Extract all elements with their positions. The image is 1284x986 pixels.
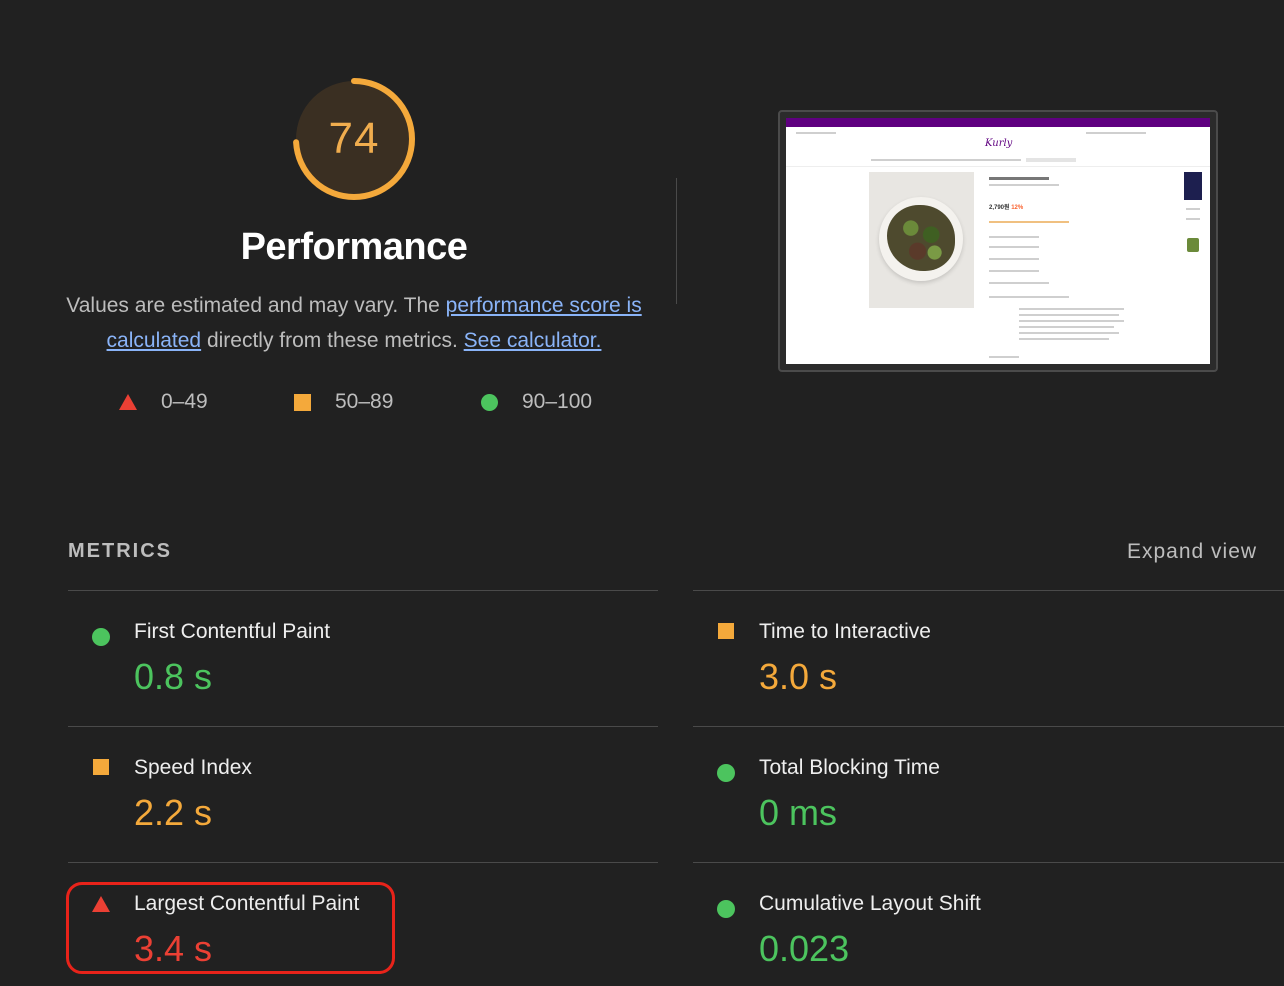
thumb-line xyxy=(989,270,1039,272)
square-icon xyxy=(718,623,734,639)
thumb-line xyxy=(989,221,1069,223)
thumb-line xyxy=(989,184,1059,186)
circle-icon xyxy=(481,393,498,411)
thumb-line xyxy=(1186,208,1200,210)
metric-total-blocking-time: Total Blocking Time 0 ms xyxy=(693,752,1253,862)
thumb-salad xyxy=(887,205,955,271)
triangle-icon xyxy=(92,896,110,912)
kurly-logo: Kurly xyxy=(985,138,1013,149)
metric-label: Largest Contentful Paint xyxy=(134,892,360,915)
vertical-divider xyxy=(676,178,677,304)
metric-value: 0.023 xyxy=(759,928,850,969)
thumb-line xyxy=(1019,326,1114,328)
metric-label: Cumulative Layout Shift xyxy=(759,892,981,915)
metrics-divider xyxy=(68,726,658,727)
metric-value: 3.4 s xyxy=(134,928,213,969)
performance-gauge[interactable]: 74 xyxy=(290,75,418,203)
legend-range: 50–89 xyxy=(335,390,394,413)
thumb-line xyxy=(1019,338,1109,340)
triangle-icon xyxy=(119,394,137,410)
metrics-divider xyxy=(68,862,658,863)
thumb-line xyxy=(989,296,1069,298)
thumb-line xyxy=(989,246,1039,248)
thumb-line xyxy=(989,236,1039,238)
thumb-line xyxy=(989,258,1039,260)
metric-time-to-interactive: Time to Interactive 3.0 s xyxy=(693,616,1253,726)
metric-first-contentful-paint: First Contentful Paint 0.8 s xyxy=(68,616,628,726)
legend-item-fail: 0–49 xyxy=(119,388,208,416)
thumb-product-name xyxy=(989,177,1049,180)
metric-value: 2.2 s xyxy=(134,792,213,833)
thumb-line xyxy=(989,356,1019,358)
thumb-top-banner xyxy=(786,118,1210,127)
metric-label: Speed Index xyxy=(134,756,252,779)
metrics-divider xyxy=(68,590,658,591)
thumb-line xyxy=(1019,332,1119,334)
legend-item-average: 50–89 xyxy=(294,388,393,416)
metric-speed-index: Speed Index 2.2 s xyxy=(68,752,628,862)
page-screenshot-thumbnail[interactable]: Kurly 2,790원 12% xyxy=(778,110,1218,372)
thumb-line xyxy=(1019,314,1119,316)
metric-value: 0 ms xyxy=(759,792,838,833)
see-calculator-link[interactable]: See calculator. xyxy=(463,329,602,352)
metrics-title: METRICS xyxy=(68,540,172,562)
legend-range: 90–100 xyxy=(522,390,593,413)
thumb-line xyxy=(1019,320,1124,322)
metric-largest-contentful-paint: Largest Contentful Paint 3.4 s xyxy=(68,888,628,986)
expand-view-toggle[interactable]: Expand view xyxy=(1127,540,1258,563)
thumb-price-value: 2,790원 xyxy=(989,205,1010,211)
thumb-line xyxy=(1186,218,1200,220)
metric-value: 3.0 s xyxy=(759,656,838,697)
circle-icon xyxy=(717,764,735,782)
thumb-side-banner xyxy=(1184,172,1202,200)
desc-text: Values are estimated and may vary. The xyxy=(66,294,446,317)
legend-item-pass: 90–100 xyxy=(481,388,592,416)
thumb-product-image xyxy=(869,172,974,308)
gauge-description: Values are estimated and may vary. The p… xyxy=(64,288,644,358)
metrics-divider xyxy=(693,590,1284,591)
metric-label: First Contentful Paint xyxy=(134,620,331,643)
legend-range: 0–49 xyxy=(161,390,208,413)
thumb-divider xyxy=(786,166,1210,167)
metric-label: Time to Interactive xyxy=(759,620,931,643)
metric-value: 0.8 s xyxy=(134,656,213,697)
square-icon xyxy=(294,393,311,411)
desc-text-middle: directly from these metrics. xyxy=(201,329,464,352)
performance-score-link[interactable]: performance score is calculated xyxy=(106,294,642,352)
gauge-ring xyxy=(293,78,415,200)
metrics-divider xyxy=(693,862,1284,863)
metrics-divider xyxy=(693,726,1284,727)
metric-cumulative-layout-shift: Cumulative Layout Shift 0.023 xyxy=(693,888,1253,986)
thumb-line xyxy=(1019,308,1124,310)
thumb-price: 2,790원 12% xyxy=(989,202,1023,211)
gauge-title: Performance xyxy=(240,226,468,268)
thumb-line xyxy=(989,282,1049,284)
gauge-score: 74 xyxy=(328,114,380,163)
circle-icon xyxy=(717,900,735,918)
screenshot-content: Kurly 2,790원 12% xyxy=(786,118,1210,364)
thumb-nav-line xyxy=(871,159,1021,161)
thumb-line xyxy=(796,132,836,134)
lcp-highlight-box xyxy=(66,882,395,974)
thumb-discount: 12% xyxy=(1011,205,1024,211)
circle-icon xyxy=(92,628,110,646)
thumb-search xyxy=(1026,158,1076,162)
thumb-side-image xyxy=(1187,238,1199,252)
metric-label: Total Blocking Time xyxy=(759,756,940,779)
thumb-line xyxy=(1086,132,1146,134)
square-icon xyxy=(93,759,109,775)
